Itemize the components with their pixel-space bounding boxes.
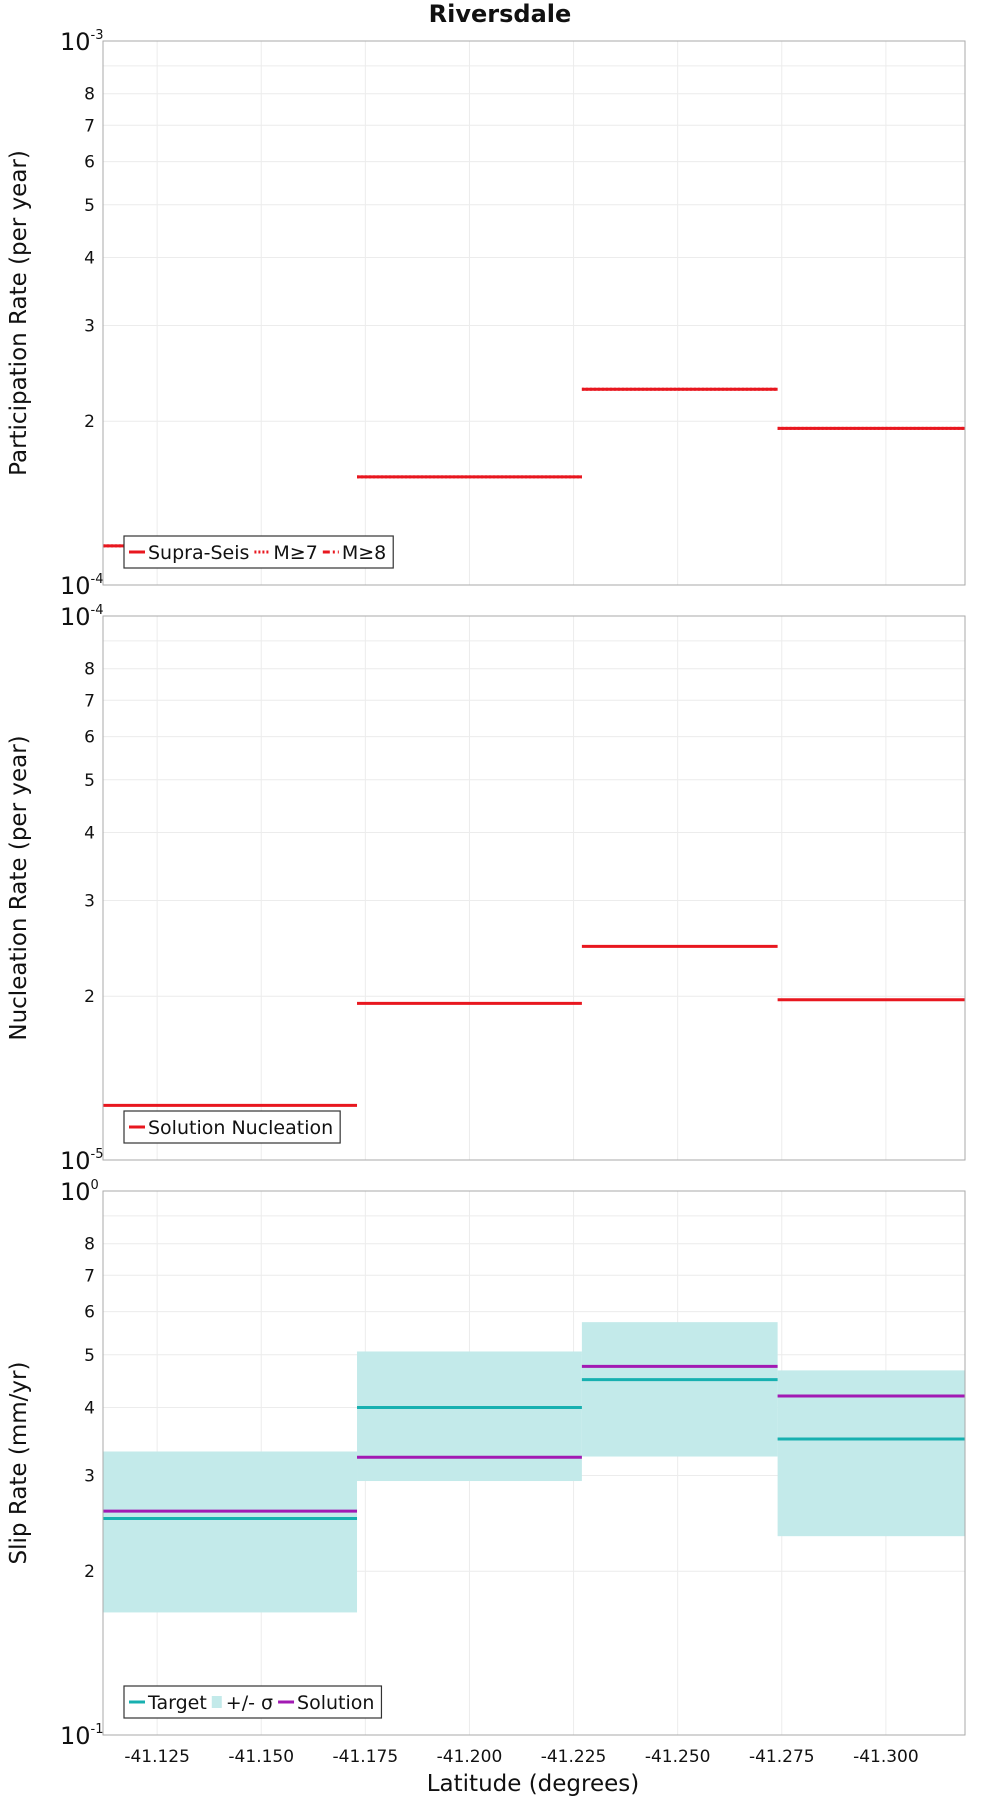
y-tick-label: 5 [84, 1346, 95, 1366]
legend-label: Solution Nucleation [148, 1117, 333, 1139]
y-tick-label: 5 [84, 771, 95, 791]
y-decade-label: 10-4 [60, 603, 104, 631]
x-tick-label: -41.175 [333, 1747, 399, 1767]
y-tick-label: 7 [84, 1266, 95, 1286]
x-tick-label: -41.275 [749, 1747, 815, 1767]
y-tick-label: 2 [84, 987, 95, 1007]
y-decade-label: 10-3 [60, 28, 104, 56]
y-decade-exponent: -5 [91, 1147, 104, 1162]
y-decade-base: 10 [60, 572, 91, 600]
y-tick-label: 7 [84, 116, 95, 136]
x-axis-label: Latitude (degrees) [427, 1771, 640, 1797]
y-decade-base: 10 [60, 1147, 91, 1175]
legend: Supra-Seis M≥7 M≥8 [123, 535, 394, 569]
legend-label: Solution [297, 1692, 374, 1714]
y-tick-label: 4 [84, 1398, 95, 1418]
y-decade-exponent: -4 [91, 603, 104, 618]
legend-label: M≥8 [342, 542, 386, 564]
y-tick-label: 3 [84, 891, 95, 911]
y-decade-exponent: -4 [91, 572, 104, 587]
x-tick-label: -41.150 [228, 1747, 294, 1767]
sigma-band [777, 1370, 965, 1537]
y-tick-label: 3 [84, 316, 95, 336]
y-tick-label: 6 [84, 1303, 95, 1323]
x-tick-label: -41.125 [124, 1747, 190, 1767]
legend-box [123, 1685, 383, 1719]
y-tick-label: 2 [84, 412, 95, 432]
legend: Target +/- σ Solution [123, 1685, 383, 1719]
sigma-band [103, 1451, 358, 1613]
legend-label: Supra-Seis [148, 542, 249, 564]
y-decade-base: 10 [60, 28, 91, 56]
y-tick-label: 8 [84, 1235, 95, 1255]
y-tick-label: 4 [84, 823, 95, 843]
y-decade-label: 10-5 [60, 1147, 104, 1175]
y-tick-label: 7 [84, 691, 95, 711]
y-tick-label: 5 [84, 196, 95, 216]
y-axis-label: Participation Rate (per year) [6, 150, 32, 476]
x-tick-label: -41.225 [541, 1747, 607, 1767]
sigma-band [357, 1351, 582, 1482]
legend-label: +/- σ [226, 1692, 273, 1714]
x-tick-label: -41.200 [437, 1747, 503, 1767]
legend: Solution Nucleation [123, 1110, 341, 1144]
y-axis-label: Slip Rate (mm/yr) [6, 1362, 32, 1565]
y-decade-base: 10 [60, 1178, 91, 1206]
x-tick-label: -41.300 [853, 1747, 919, 1767]
y-decade-label: 10-4 [60, 572, 104, 600]
legend-label: Target [147, 1692, 207, 1714]
y-decade-base: 10 [60, 1722, 91, 1750]
legend-label: M≥7 [273, 542, 317, 564]
x-tick-label: -41.250 [645, 1747, 711, 1767]
sigma-band [581, 1322, 778, 1457]
y-decade-exponent: 0 [91, 1178, 99, 1193]
y-tick-label: 4 [84, 248, 95, 268]
y-decade-label: 10-1 [60, 1722, 104, 1750]
y-tick-label: 8 [84, 85, 95, 105]
y-tick-label: 2 [84, 1562, 95, 1582]
legend-box [123, 1110, 341, 1144]
y-decade-exponent: -1 [91, 1722, 104, 1737]
y-tick-label: 6 [84, 153, 95, 173]
y-decade-label: 100 [60, 1178, 99, 1206]
y-tick-label: 6 [84, 728, 95, 748]
y-decade-base: 10 [60, 603, 91, 631]
legend-swatch [211, 1696, 222, 1708]
plot-frame [102, 1190, 966, 1736]
y-tick-label: 8 [84, 660, 95, 680]
y-axis-label: Nucleation Rate (per year) [6, 735, 32, 1040]
plot-frame [102, 40, 966, 586]
y-decade-exponent: -3 [91, 28, 104, 43]
plot-frame [102, 615, 966, 1161]
chart-title: Riversdale [429, 0, 572, 28]
y-tick-label: 3 [84, 1466, 95, 1486]
